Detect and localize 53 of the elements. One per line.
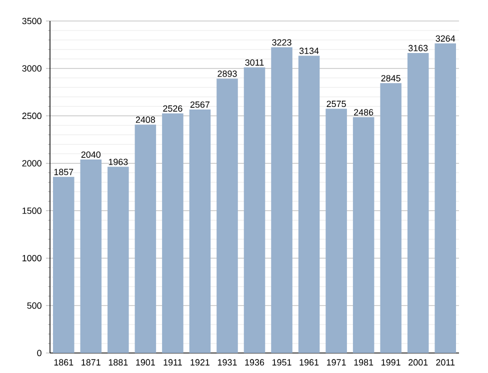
x-tick-label: 1871 bbox=[82, 359, 100, 366]
data-label: 1963 bbox=[108, 158, 128, 166]
y-tick-label: 0 bbox=[37, 350, 42, 356]
y-tick-label: 1500 bbox=[22, 208, 42, 214]
x-tick-label: 1951 bbox=[272, 359, 292, 366]
y-tick-label: 2500 bbox=[22, 112, 42, 120]
bar bbox=[434, 43, 456, 353]
x-tick-label: 1901 bbox=[136, 359, 155, 366]
bar bbox=[407, 52, 429, 353]
bar bbox=[53, 176, 74, 353]
x-tick-label: 1911 bbox=[164, 359, 182, 366]
bar bbox=[352, 117, 374, 353]
data-label: 2567 bbox=[190, 101, 210, 108]
x-tick-label: 1881 bbox=[108, 359, 128, 366]
x-tick-label: 1921 bbox=[190, 359, 210, 366]
bar bbox=[244, 67, 266, 353]
data-label: 3163 bbox=[408, 44, 428, 52]
data-label: 2845 bbox=[381, 75, 400, 82]
data-label: 2893 bbox=[218, 70, 237, 77]
data-label: 3223 bbox=[272, 39, 292, 46]
data-label: 1857 bbox=[54, 168, 74, 176]
bar bbox=[108, 166, 129, 353]
x-tick-label: 2011 bbox=[436, 359, 455, 366]
bar bbox=[271, 47, 292, 353]
y-tick-label: 2000 bbox=[22, 160, 42, 166]
data-label: 2040 bbox=[81, 151, 101, 158]
y-tick-label: 3500 bbox=[22, 18, 42, 24]
y-tick-label: 3000 bbox=[22, 65, 42, 72]
bar bbox=[134, 124, 156, 353]
data-label: 2486 bbox=[354, 109, 374, 116]
bar bbox=[216, 78, 238, 353]
x-tick-label: 1981 bbox=[354, 359, 374, 366]
x-tick-label: 1861 bbox=[54, 359, 74, 366]
x-tick-label: 1961 bbox=[300, 359, 319, 366]
y-tick-label: 500 bbox=[27, 302, 42, 309]
data-label: 3264 bbox=[436, 35, 456, 42]
data-label: 3134 bbox=[299, 48, 319, 54]
bar bbox=[162, 113, 184, 353]
bar bbox=[298, 56, 320, 353]
data-label: 2408 bbox=[136, 116, 156, 123]
x-tick-label: 2001 bbox=[408, 359, 428, 366]
x-tick-label: 1931 bbox=[218, 359, 237, 366]
data-label: 2575 bbox=[326, 100, 346, 108]
x-tick-label: 1936 bbox=[245, 359, 264, 366]
x-tick-label: 1991 bbox=[382, 359, 400, 366]
data-label: 3011 bbox=[245, 59, 264, 66]
bar bbox=[326, 108, 347, 353]
x-tick-label: 1971 bbox=[327, 359, 346, 366]
bar bbox=[189, 110, 211, 353]
y-tick-label: 1000 bbox=[22, 254, 42, 262]
bar bbox=[80, 159, 102, 353]
data-label: 2526 bbox=[163, 105, 182, 112]
bar bbox=[380, 83, 402, 353]
